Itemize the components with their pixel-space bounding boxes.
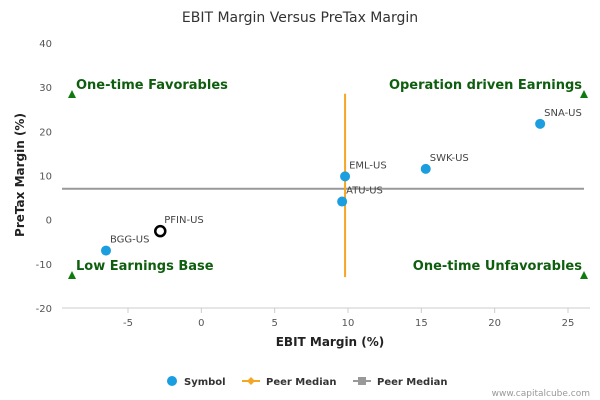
data-point (535, 119, 545, 129)
y-tick-label: 40 (39, 39, 52, 50)
x-axis-label: EBIT Margin (%) (276, 335, 385, 349)
y-tick-label: 0 (46, 216, 52, 227)
data-point (421, 164, 431, 174)
data-point-label: ATU-US (346, 186, 383, 197)
legend-square-marker (358, 377, 366, 385)
data-point (340, 171, 350, 181)
x-tick-label: 0 (198, 318, 204, 329)
x-tick-label: 10 (342, 318, 355, 329)
x-tick-label: 15 (415, 318, 428, 329)
quadrant-marker-triangle (68, 271, 76, 279)
data-point-label: PFIN-US (164, 215, 204, 226)
y-tick-label: -10 (36, 260, 52, 271)
x-tick-label: -5 (123, 318, 133, 329)
data-point-label: SWK-US (430, 153, 469, 164)
y-tick-label: -20 (36, 304, 52, 315)
legend-symbol-dot (167, 376, 177, 386)
chart-title: EBIT Margin Versus PreTax Margin (182, 10, 418, 26)
legend-label: Peer Median (266, 377, 337, 388)
y-tick-label: 20 (39, 127, 52, 138)
x-tick-label: 5 (271, 318, 277, 329)
quadrant-label-bottom-right: One-time Unfavorables (413, 259, 582, 274)
x-tick-label: 25 (562, 318, 575, 329)
y-tick-label: 10 (39, 172, 52, 183)
data-point-label: SNA-US (544, 108, 582, 119)
quadrant-marker-triangle (68, 90, 76, 98)
y-tick-label: 30 (39, 83, 52, 94)
quadrant-label-top-left: One-time Favorables (76, 78, 228, 93)
data-point (101, 246, 111, 256)
quadrant-labels: One-time Favorables Operation driven Earn… (68, 78, 588, 279)
data-points: SNA-US SWK-US EML-US ATU-US PFIN-US BGG-US (101, 108, 582, 256)
legend: Symbol Peer Median Peer Median (167, 376, 448, 388)
data-point-label: BGG-US (110, 235, 149, 246)
quadrant-label-bottom-left: Low Earnings Base (76, 259, 214, 274)
quadrant-label-top-right: Operation driven Earnings (389, 78, 582, 93)
data-point (155, 226, 165, 236)
data-point-label: EML-US (349, 160, 387, 171)
data-point (337, 197, 347, 207)
x-tick-label: 20 (488, 318, 501, 329)
y-axis-label: PreTax Margin (%) (13, 113, 27, 237)
legend-diamond-marker (247, 377, 255, 385)
peer-median-lines (62, 94, 584, 277)
legend-label: Symbol (184, 377, 226, 388)
credit-text: www.capitalcube.com (492, 389, 590, 399)
legend-label: Peer Median (377, 377, 448, 388)
